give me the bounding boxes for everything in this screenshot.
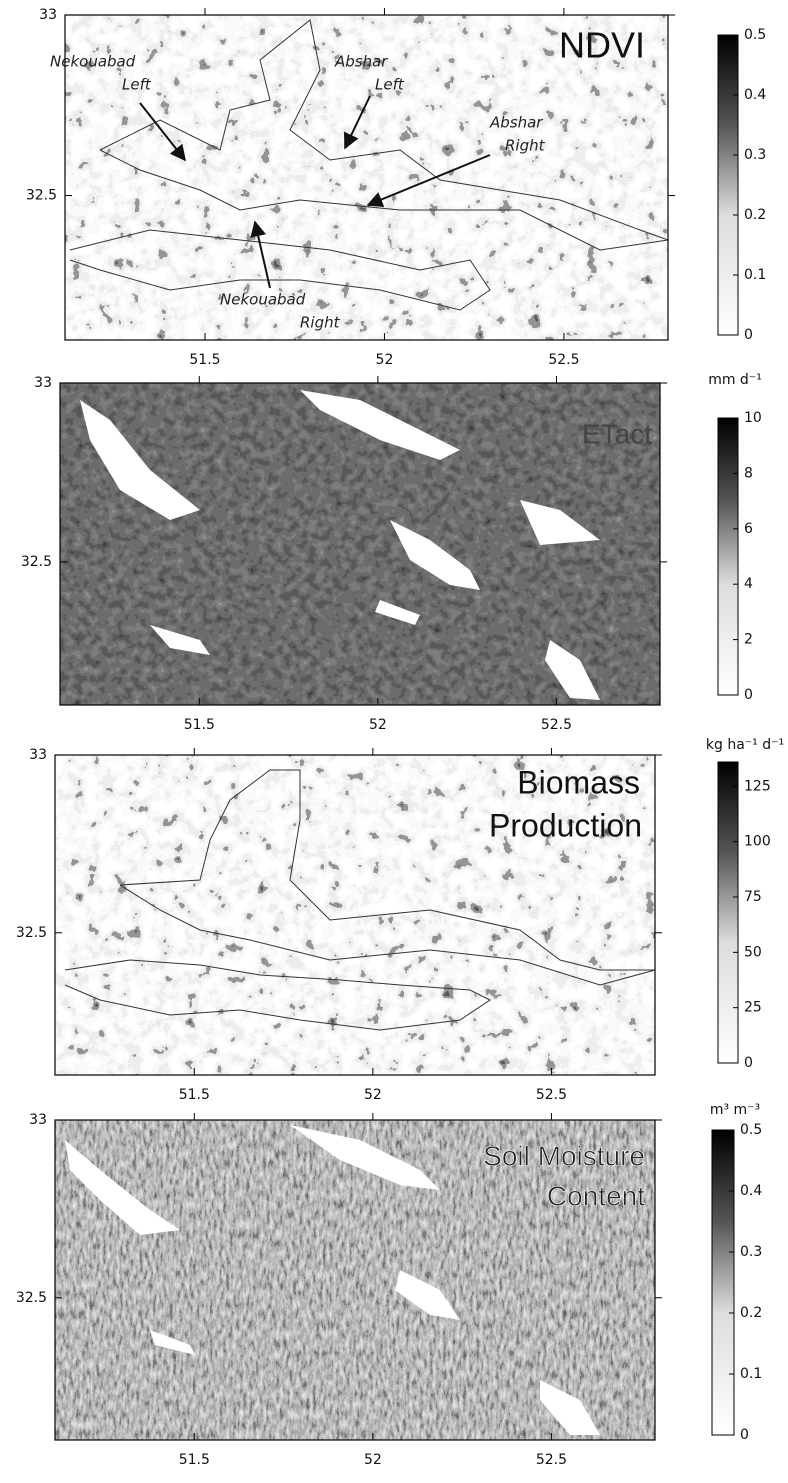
colorbar-tick-label: 4 — [744, 576, 753, 592]
annotation: Left — [375, 76, 405, 94]
map-frame — [54, 754, 656, 1076]
colorbar-tick-label: 50 — [744, 944, 762, 960]
colorbar-tick-label: 0.2 — [740, 1305, 762, 1321]
panel-title: Content — [547, 1180, 645, 1211]
y-tick-label: 32.5 — [26, 188, 57, 204]
colorbar-tick-label: 0.1 — [740, 1366, 762, 1382]
map-frame — [54, 1119, 656, 1441]
panel-title: Production — [489, 807, 642, 843]
annotation: Right — [300, 314, 341, 332]
arrows — [139, 95, 491, 289]
annotation: Abshar — [334, 53, 388, 71]
y-tick-label: 32.5 — [21, 554, 52, 570]
annotation: Nekouabad — [50, 53, 136, 71]
colorbar-tick-label: 0.1 — [744, 267, 766, 283]
x-tick-label: 51.5 — [189, 352, 220, 368]
x-tick-label: 52 — [369, 717, 387, 733]
panel-title: ETact — [582, 418, 652, 449]
colorbar — [711, 1129, 735, 1436]
y-tick-label: 33 — [39, 7, 57, 23]
x-tick-label: 52 — [376, 352, 394, 368]
colorbar-tick-label: 0.5 — [740, 1122, 762, 1138]
colorbar-label: m³ m⁻³ — [710, 1102, 760, 1118]
x-tick-label: 52.5 — [536, 1087, 567, 1103]
colorbar-tick-label: 0 — [744, 1055, 753, 1071]
panel-title: Biomass — [517, 764, 640, 800]
x-tick-label: 52 — [364, 1087, 382, 1103]
annotation: Nekouabad — [220, 291, 306, 309]
panel-title: NDVI — [559, 25, 645, 66]
colorbar-tick-label: 0.3 — [740, 1244, 762, 1260]
colorbar-tick-label: 10 — [744, 410, 762, 426]
colorbar-tick-label: 100 — [744, 834, 771, 850]
panel-title: Soil Moisture — [483, 1140, 645, 1171]
colorbar — [717, 417, 739, 696]
colorbar-tick-label: 0.2 — [744, 207, 766, 223]
y-tick-label: 33 — [29, 747, 47, 763]
colorbar-tick-label: 0 — [744, 327, 753, 343]
map-frame — [64, 14, 669, 341]
annotation: Left — [122, 76, 152, 94]
colorbar-label: kg ha⁻¹ d⁻¹ — [706, 737, 784, 753]
colorbar-tick-label: 6 — [744, 521, 753, 537]
colorbar-tick-label: 0 — [740, 1427, 749, 1443]
x-tick-label: 51.5 — [179, 1087, 210, 1103]
colorbar-tick-label: 2 — [744, 632, 753, 648]
y-tick-label: 32.5 — [16, 1290, 47, 1306]
colorbar-tick-label: 0 — [744, 687, 753, 703]
map-raster — [55, 755, 655, 1075]
map-frame — [59, 382, 661, 706]
colorbar-tick-label: 8 — [744, 465, 753, 481]
colorbar-tick-label: 125 — [744, 778, 771, 794]
colorbar-tick-label: 0.5 — [744, 27, 766, 43]
map-raster — [55, 1120, 655, 1440]
x-tick-label: 52.5 — [541, 717, 572, 733]
colorbar — [717, 34, 739, 336]
annotation: Right — [505, 137, 546, 155]
y-tick-label: 32.5 — [16, 925, 47, 941]
x-tick-label: 52.5 — [536, 1452, 567, 1468]
map-raster — [65, 15, 668, 340]
y-tick-label: 33 — [29, 1112, 47, 1128]
x-tick-label: 52.5 — [548, 352, 579, 368]
colorbar-tick-label: 0.4 — [740, 1183, 762, 1199]
colorbar — [717, 761, 739, 1064]
y-tick-label: 33 — [34, 375, 52, 391]
x-tick-label: 51.5 — [184, 717, 215, 733]
basin-outlines — [69, 19, 669, 311]
x-tick-label: 52 — [364, 1452, 382, 1468]
annotation: Abshar — [489, 114, 543, 132]
no-data-patches — [80, 390, 600, 700]
no-data-patches — [65, 1125, 600, 1435]
basin-outlines — [64, 769, 656, 1031]
colorbar-tick-label: 75 — [744, 889, 762, 905]
colorbar-tick-label: 0.4 — [744, 87, 766, 103]
colorbar-tick-label: 0.3 — [744, 147, 766, 163]
colorbar-tick-label: 25 — [744, 1000, 762, 1016]
colorbar-label: mm d⁻¹ — [708, 372, 762, 388]
x-tick-label: 51.5 — [179, 1452, 210, 1468]
